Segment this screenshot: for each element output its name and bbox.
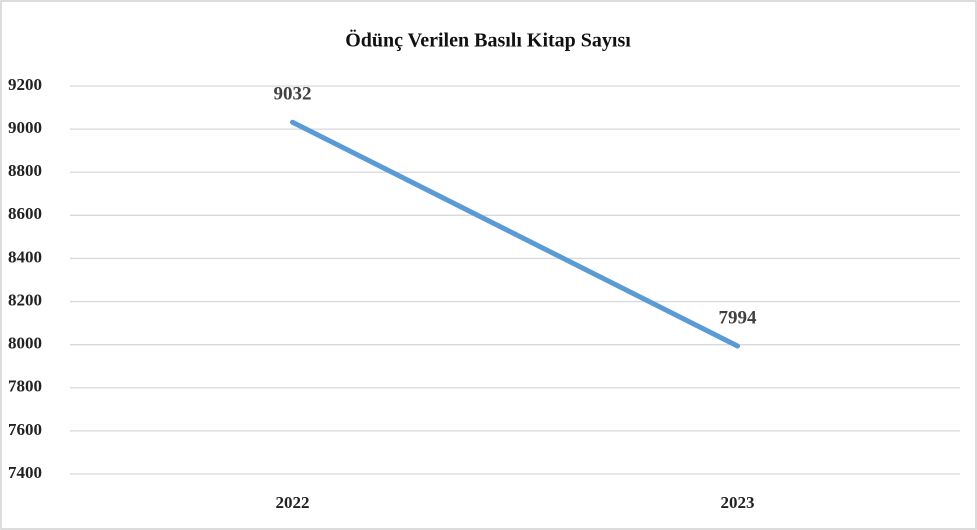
y-tick-label: 8200 xyxy=(8,290,42,309)
chart-title: Ödünç Verilen Basılı Kitap Sayısı xyxy=(345,29,631,52)
y-tick-label: 8400 xyxy=(8,247,42,266)
data-line xyxy=(290,119,740,349)
y-tick-label: 8800 xyxy=(8,161,42,180)
data-label: 7994 xyxy=(719,307,758,328)
x-tick-label: 2022 xyxy=(276,493,310,512)
y-tick-label: 8600 xyxy=(8,204,42,223)
y-tick-label: 9000 xyxy=(8,118,42,137)
x-tick-label: 2023 xyxy=(721,493,755,512)
y-tick-label: 7400 xyxy=(8,463,42,482)
y-tick-label: 9200 xyxy=(8,75,42,94)
y-tick-label: 8000 xyxy=(8,334,42,353)
y-tick-label: 7800 xyxy=(8,377,42,396)
data-label: 9032 xyxy=(274,84,312,105)
y-tick-label: 7600 xyxy=(8,420,42,439)
